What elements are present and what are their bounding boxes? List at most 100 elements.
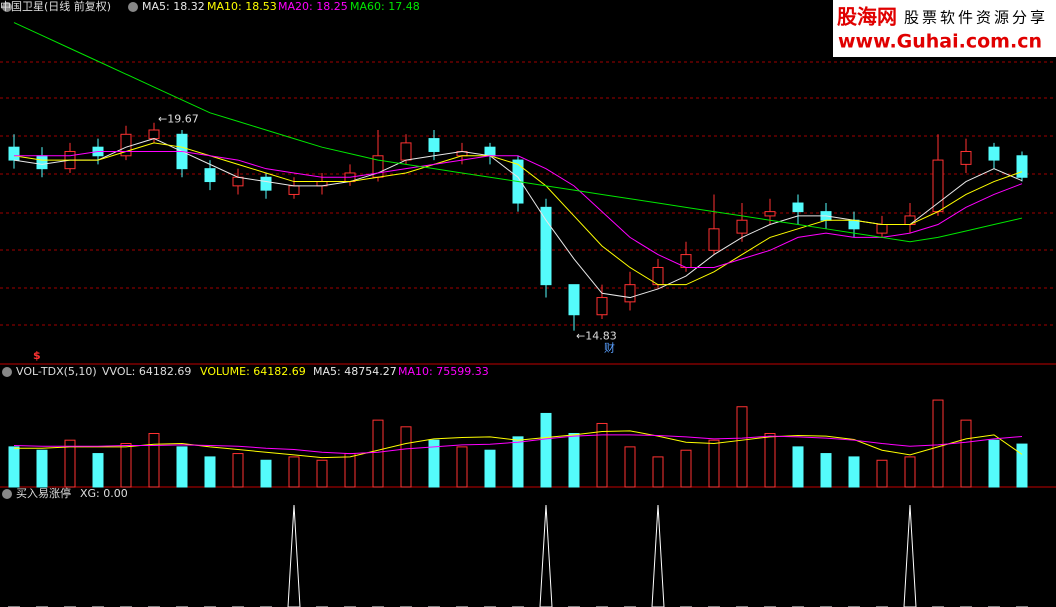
candle-body [960,150,972,165]
volume-bar [820,453,832,488]
candle-body [120,133,132,157]
candle-body [148,129,160,140]
watermark-brand: 股海网 [837,5,897,29]
volume-bar [988,439,1000,488]
vvol-legend: VVOL: 64182.69 [102,365,191,378]
volume-bar [8,446,20,488]
candle-body [36,155,48,170]
xg-legend: XG: 0.00 [80,487,128,500]
candle-body [428,138,440,152]
candle-body [736,219,748,234]
candle-body [792,202,804,213]
ma-line [14,150,1023,268]
candle-body [204,168,216,183]
price-grid [0,61,1056,326]
ma10-legend: MA10: 18.53 [207,0,277,13]
ma-line [13,142,1023,286]
watermark-bg [833,0,1056,57]
volume-bar [64,439,76,488]
vol-name: VOL-TDX(5,10) [16,365,97,378]
candle-body [848,219,860,230]
candle-body [260,176,272,191]
collapse-icon[interactable] [2,2,12,12]
volume-bar [568,433,580,488]
volume-bar [372,419,384,488]
volume-bar [204,456,216,488]
finance-marker: 财 [604,341,615,355]
candle-body [876,224,888,234]
volume-bar [652,456,664,488]
candle-body [596,297,608,316]
volume-bar [428,439,440,488]
candle-body [568,284,580,316]
ma-line [13,22,1023,243]
volume-bar [148,433,160,488]
low-label: ←14.83 [576,330,617,343]
volume-bar [596,422,608,488]
candle-body [540,206,552,286]
candle-body [484,146,496,157]
volume-bar [484,449,496,488]
watermark-url: www.Guhai.com.cn [838,31,1042,53]
stock-title: 中国卫星(日线 前复权) [0,0,111,13]
volume-bar [36,449,48,488]
settings-icon[interactable] [128,2,138,12]
collapse-icon[interactable] [2,367,12,377]
plot: ←19.67 ←14.83财 [8,22,1028,607]
candle-body [708,228,720,251]
watermark-slogan: 股票软件资源分享 [904,9,1048,27]
ma60-legend: MA60: 17.48 [350,0,420,13]
volume-bar [876,459,888,488]
volume-bar [540,412,552,488]
candle-body [988,146,1000,161]
volume-bar [92,453,104,488]
vol-ma5-legend: MA5: 48754.27 [313,365,397,378]
ma5-legend: MA5: 18.32 [142,0,205,13]
volume-bar [456,446,468,488]
volume-bar [232,453,244,488]
volume-bar [260,459,272,488]
xg-spike [287,504,301,607]
indicator-name: 买入易涨停 [16,486,71,500]
volume-bar [400,426,412,488]
vol-ma10-legend: MA10: 75599.33 [398,365,489,378]
candle-body [764,211,776,217]
high-label: ←19.67 [158,113,199,126]
volume-bar [624,446,636,488]
collapse-icon[interactable] [2,489,12,499]
volume-bar [680,449,692,488]
volume-bar [1016,443,1028,488]
volume-legend: VOLUME: 64182.69 [200,365,306,378]
candle-body [232,176,244,187]
ma-line [14,430,1023,459]
xg-spike [539,504,553,607]
dollar-marker: $ [33,349,41,362]
volume-bar [736,406,748,488]
volume-bar [512,436,524,488]
xg-spike [903,504,917,607]
candle-body [288,185,300,195]
ma20-legend: MA20: 18.25 [278,0,348,13]
xg-spike [651,504,665,607]
candle-body [400,142,412,161]
candle-body [8,146,20,161]
watermark: 股海网 股票软件资源分享 www.Guhai.com.cn [833,0,1056,57]
volume-bar [960,419,972,488]
volume-bar [708,439,720,488]
candle-body [932,159,944,213]
volume-bar [344,453,356,488]
ma-line [13,434,1023,455]
volume-bar [932,399,944,488]
volume-bar [288,456,300,488]
volume-bar [904,456,916,488]
candle-body [624,284,636,303]
volume-bar [316,459,328,488]
volume-bar [764,433,776,488]
volume-bar [848,456,860,488]
volume-bar [120,443,132,488]
candle-body [1016,155,1028,178]
volume-bar [176,446,188,488]
volume-bar [792,446,804,488]
